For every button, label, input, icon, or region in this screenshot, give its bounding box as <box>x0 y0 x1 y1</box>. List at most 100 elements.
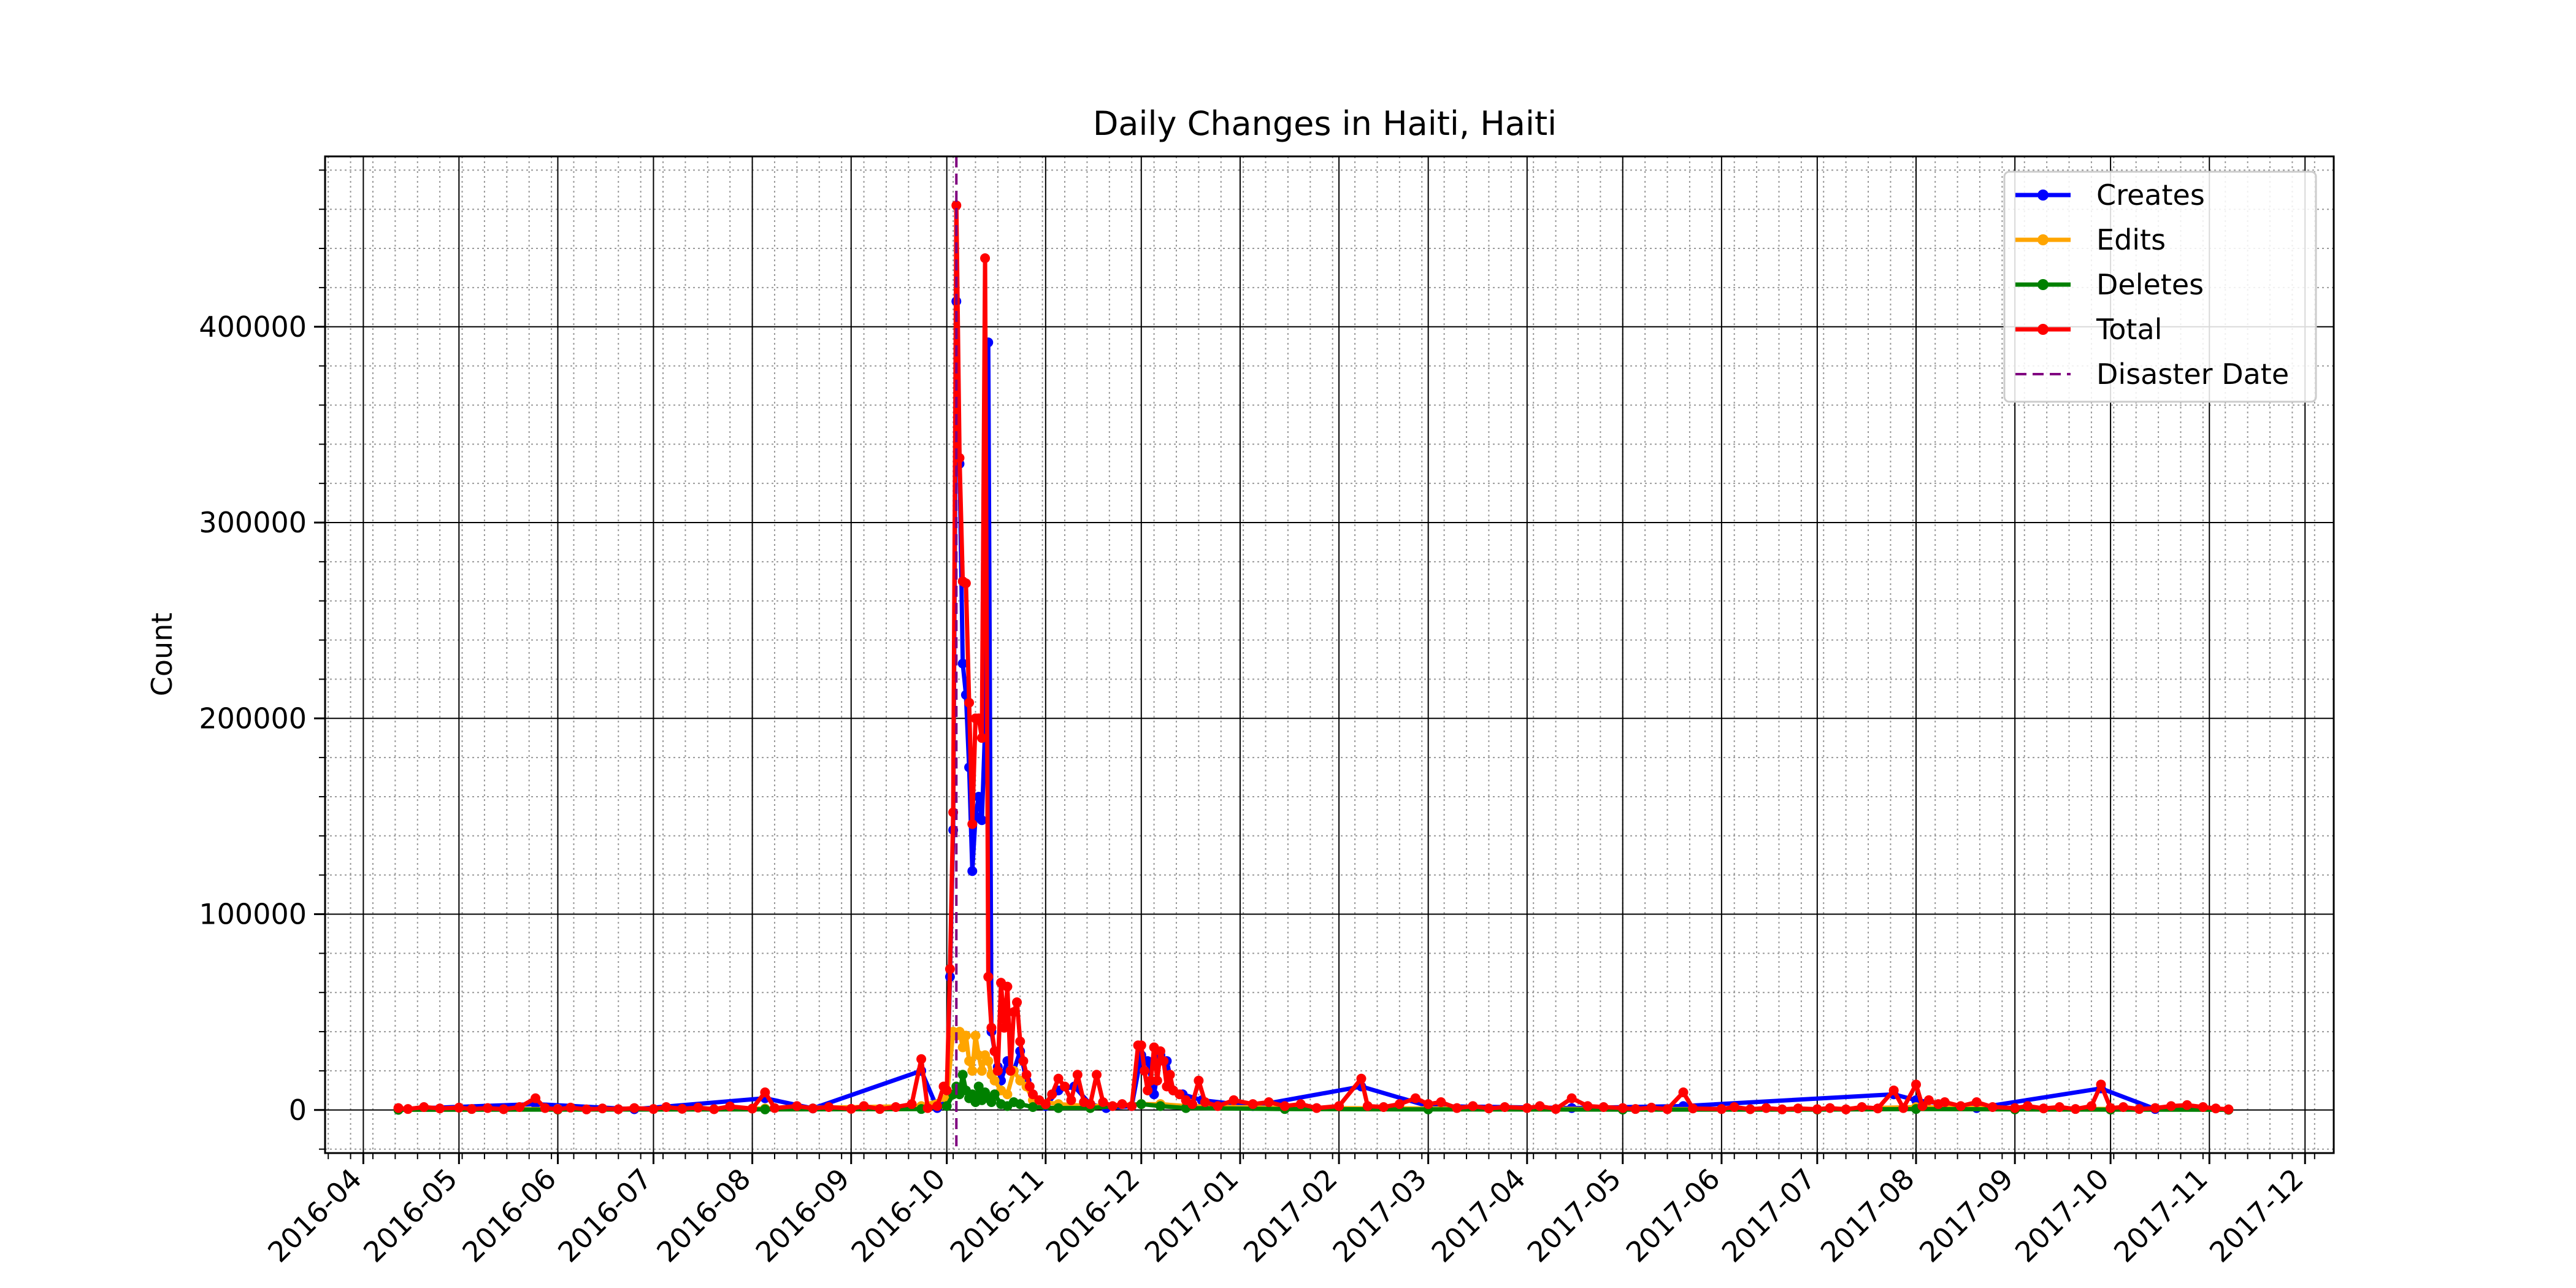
edits-point <box>976 1065 987 1076</box>
total-point <box>1085 1099 1095 1110</box>
total-point <box>1678 1087 1689 1098</box>
total-point <box>1551 1104 1561 1114</box>
total-point <box>419 1102 429 1112</box>
total-point <box>2070 1104 2080 1114</box>
y-axis-label: Count <box>145 613 178 697</box>
total-point <box>808 1103 818 1114</box>
total-point <box>986 1022 997 1033</box>
total-point <box>515 1102 525 1112</box>
total-point <box>1793 1103 1803 1114</box>
total-point <box>1127 1101 1137 1111</box>
edits-point <box>964 1056 975 1066</box>
y-tick-label: 0 <box>289 1094 307 1127</box>
edits-point <box>1002 1089 1013 1100</box>
total-point <box>916 1054 927 1064</box>
total-point <box>1028 1089 1038 1100</box>
total-point <box>661 1102 672 1112</box>
total-point <box>1436 1097 1446 1107</box>
total-point <box>677 1103 688 1114</box>
total-point <box>1311 1103 1322 1113</box>
total-point <box>1008 1007 1019 1018</box>
total-point <box>540 1103 550 1113</box>
total-point <box>760 1087 770 1098</box>
total-point <box>1812 1104 1822 1114</box>
total-point <box>964 697 975 708</box>
deletes-point <box>1053 1103 1064 1113</box>
total-point <box>792 1101 802 1111</box>
total-point <box>1598 1102 1609 1112</box>
total-point <box>1117 1099 1127 1110</box>
edits-point <box>989 1075 1000 1086</box>
total-point <box>941 1085 952 1095</box>
total-point <box>1500 1102 1510 1112</box>
total-point <box>1729 1102 1739 1112</box>
total-point <box>2038 1103 2049 1114</box>
total-point <box>1263 1097 1274 1107</box>
edits-point <box>983 1056 994 1066</box>
edits-point <box>957 1042 968 1052</box>
legend-total-marker <box>2037 324 2049 335</box>
total-point <box>2166 1101 2176 1111</box>
total-point <box>1582 1101 1593 1111</box>
total-point <box>1378 1102 1389 1112</box>
total-point <box>693 1102 703 1113</box>
total-point <box>1898 1103 1909 1113</box>
total-point <box>1012 997 1022 1008</box>
total-point <box>1923 1095 1934 1105</box>
series-total <box>393 200 2234 1114</box>
total-point <box>629 1103 640 1113</box>
total-point <box>2182 1100 2192 1110</box>
total-point <box>1098 1097 1108 1107</box>
creates-point <box>976 815 987 826</box>
total-point <box>1566 1093 1577 1103</box>
legend: Creates Edits Deletes Total Disaster Date <box>2003 171 2317 403</box>
total-point <box>2096 1079 2106 1090</box>
total-point <box>1194 1075 1204 1086</box>
plot-frame <box>324 155 2335 1154</box>
total-point <box>1484 1103 1494 1114</box>
total-point <box>1229 1095 1239 1105</box>
total-point <box>1356 1073 1367 1084</box>
total-point <box>565 1102 576 1113</box>
total-point <box>1857 1102 1867 1112</box>
total-point <box>648 1104 659 1114</box>
total-point <box>2134 1104 2144 1114</box>
total-point <box>1617 1103 1628 1113</box>
total-point <box>1761 1103 1771 1113</box>
total-point <box>1745 1104 1755 1114</box>
y-tick-label: 300000 <box>199 506 307 539</box>
total-point <box>992 1065 1003 1076</box>
total-point <box>932 1101 943 1111</box>
total-point <box>1108 1101 1118 1111</box>
total-point <box>1021 1070 1032 1080</box>
total-point <box>1002 981 1013 992</box>
total-point <box>1136 1040 1146 1051</box>
deletes-point <box>986 1097 997 1107</box>
total-point <box>769 1103 780 1113</box>
total-point <box>454 1102 464 1113</box>
legend-total-label: Total <box>2096 313 2162 346</box>
total-point <box>907 1099 917 1110</box>
y-tick-label: 400000 <box>199 310 307 343</box>
total-point <box>1248 1099 1258 1110</box>
total-point <box>1005 1065 1016 1076</box>
deletes-point <box>1015 1099 1025 1110</box>
deletes-point <box>967 1089 978 1100</box>
total-point <box>1911 1079 1922 1090</box>
total-point <box>2150 1103 2160 1113</box>
total-point <box>2010 1103 2020 1113</box>
deletes-point <box>760 1104 770 1114</box>
total-point <box>531 1093 541 1103</box>
total-point <box>1888 1085 1899 1095</box>
legend-edits-label: Edits <box>2096 223 2166 256</box>
total-point <box>1015 1037 1025 1047</box>
total-point <box>1040 1099 1051 1110</box>
total-point <box>999 1022 1010 1033</box>
total-point <box>1917 1101 1928 1111</box>
y-axis-ticks: 0 100000 200000 300000 400000 <box>199 169 325 1150</box>
total-point <box>2022 1101 2033 1111</box>
total-point <box>1410 1093 1420 1103</box>
deletes-point <box>973 1081 984 1092</box>
total-point <box>1873 1103 1883 1114</box>
total-point <box>1646 1102 1657 1113</box>
